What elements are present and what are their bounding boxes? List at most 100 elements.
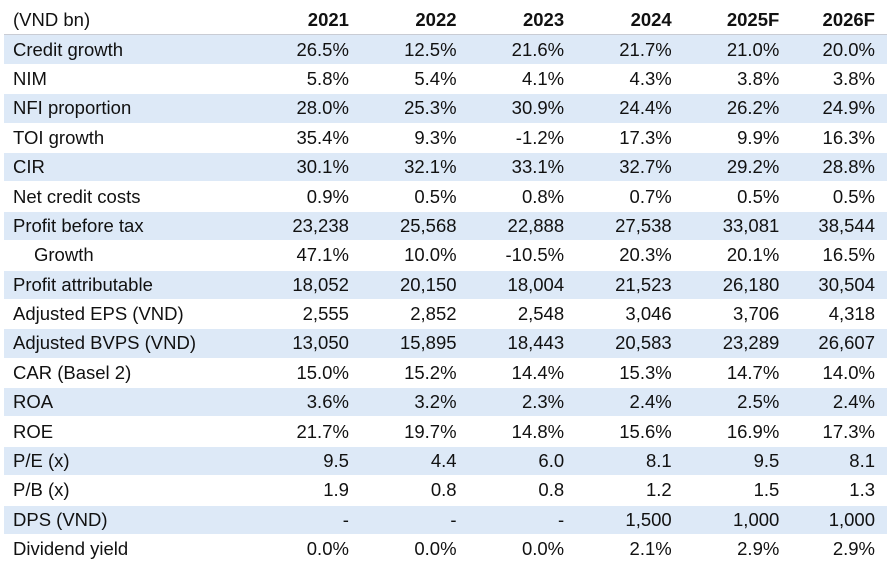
table-cell: 15.6% <box>564 416 672 447</box>
table-cell: 3,706 <box>671 299 780 330</box>
table-cell: 9.5 <box>241 446 349 477</box>
table-cell: 2,852 <box>348 299 457 330</box>
table-cell: 29.2% <box>671 152 780 183</box>
table-cell: 16.3% <box>779 123 887 153</box>
table-cell: 28.8% <box>779 152 887 183</box>
table-cell: 38,544 <box>779 211 887 242</box>
table-cell: 19.7% <box>348 416 457 447</box>
table-cell: 2.1% <box>564 534 672 564</box>
table-cell: 15.2% <box>348 358 457 389</box>
table-cell: 1,000 <box>671 505 780 536</box>
table-row: Dividend yield 0.0% 0.0% 0.0% 2.1% 2.9% 2.9% <box>4 534 887 564</box>
table-cell: 33,081 <box>671 211 780 242</box>
table-cell: 1.5 <box>671 475 780 506</box>
table-cell: 25,568 <box>348 211 457 242</box>
table-cell: 16.5% <box>779 240 887 271</box>
table-cell: 15.0% <box>241 358 349 389</box>
row-label: Dividend yield <box>4 534 242 564</box>
table-cell: 2,555 <box>241 299 349 330</box>
table-cell: 0.0% <box>348 534 457 564</box>
table-cell: 0.5% <box>671 181 780 212</box>
table-body: Credit growth 26.5% 12.5% 21.6% 21.7% 21.0% 20… <box>4 34 887 564</box>
table-cell: 20.3% <box>564 240 672 271</box>
table-cell: 15,895 <box>348 328 457 359</box>
table-cell: 2.9% <box>671 534 780 564</box>
row-label: DPS (VND) <box>4 505 242 536</box>
table-cell: 8.1 <box>779 446 887 477</box>
table-cell: 9.3% <box>348 123 457 153</box>
table-cell: 10.0% <box>348 240 457 271</box>
table-cell: 30.9% <box>456 93 565 124</box>
row-label: CIR <box>4 152 242 183</box>
row-label: P/B (x) <box>4 475 242 506</box>
table-cell: 25.3% <box>348 93 457 124</box>
table-cell: 21,523 <box>564 270 672 300</box>
year-header: 2026F <box>779 6 887 36</box>
year-header: 2022 <box>348 6 457 36</box>
row-label: Growth <box>4 240 242 271</box>
table-cell: 20,150 <box>348 270 457 300</box>
table-cell: 47.1% <box>241 240 349 271</box>
table-cell: 0.8 <box>456 475 565 506</box>
table-cell: 32.7% <box>564 152 672 183</box>
table-cell: 3.6% <box>241 387 349 418</box>
table-cell: 13,050 <box>241 328 349 359</box>
row-label: TOI growth <box>4 123 242 153</box>
table-cell: - <box>456 505 565 536</box>
table-cell: 26.5% <box>241 34 349 65</box>
table-cell: 27,538 <box>564 211 672 242</box>
table-cell: 3.8% <box>779 64 887 95</box>
table-cell: 4,318 <box>779 299 887 330</box>
table-cell: 30,504 <box>779 270 887 300</box>
table-cell: 1,500 <box>564 505 672 536</box>
table-cell: 15.3% <box>564 358 672 389</box>
header-row: (VND bn) 2021 2022 2023 2024 2025F 2026F <box>4 6 887 36</box>
table-cell: -10.5% <box>456 240 565 271</box>
table-cell: 35.4% <box>241 123 349 153</box>
year-header: 2024 <box>564 6 672 36</box>
table-cell: 18,004 <box>456 270 565 300</box>
table-cell: 16.9% <box>671 416 780 447</box>
table-cell: 14.0% <box>779 358 887 389</box>
table-cell: 26,607 <box>779 328 887 359</box>
row-label: Adjusted EPS (VND) <box>4 299 242 330</box>
table-cell: 14.7% <box>671 358 780 389</box>
table-cell: 2.3% <box>456 387 565 418</box>
table-row: Profit before tax 23,238 25,568 22,888 27,53… <box>4 211 887 242</box>
table-cell: 0.8% <box>456 181 565 212</box>
table-cell: 0.0% <box>241 534 349 564</box>
table-cell: 3.8% <box>671 64 780 95</box>
table-row: P/E (x) 9.5 4.4 6.0 8.1 9.5 8.1 <box>4 446 887 477</box>
table-cell: 28.0% <box>241 93 349 124</box>
table-cell: 14.8% <box>456 416 565 447</box>
table-cell: 20.0% <box>779 34 887 65</box>
table-cell: 23,289 <box>671 328 780 359</box>
table-cell: 8.1 <box>564 446 672 477</box>
table-row: Adjusted EPS (VND) 2,555 2,852 2,548 3,046 3,… <box>4 299 887 330</box>
row-label: Adjusted BVPS (VND) <box>4 328 242 359</box>
table-cell: 2.9% <box>779 534 887 564</box>
table-cell: 0.5% <box>348 181 457 212</box>
table-row: TOI growth 35.4% 9.3% -1.2% 17.3% 9.9% 16.3% <box>4 123 887 153</box>
year-header: 2025F <box>671 6 780 36</box>
table-cell: 4.1% <box>456 64 565 95</box>
table-cell: 18,052 <box>241 270 349 300</box>
table-row: ROE 21.7% 19.7% 14.8% 15.6% 16.9% 17.3% <box>4 416 887 447</box>
table-row: P/B (x) 1.9 0.8 0.8 1.2 1.5 1.3 <box>4 475 887 506</box>
table-cell: - <box>348 505 457 536</box>
table-cell: 9.9% <box>671 123 780 153</box>
table-cell: 1.3 <box>779 475 887 506</box>
table-cell: 5.8% <box>241 64 349 95</box>
row-label: ROE <box>4 416 242 447</box>
unit-label: (VND bn) <box>4 6 242 36</box>
table-cell: 0.5% <box>779 181 887 212</box>
table-cell: 0.0% <box>456 534 565 564</box>
table-cell: 9.5 <box>671 446 780 477</box>
row-label: ROA <box>4 387 242 418</box>
table-cell: 2.4% <box>564 387 672 418</box>
table-cell: 32.1% <box>348 152 457 183</box>
row-label: NIM <box>4 64 242 95</box>
table-cell: 4.3% <box>564 64 672 95</box>
table-row: Growth 47.1% 10.0% -10.5% 20.3% 20.1% 16.5% <box>4 240 887 271</box>
table-cell: 1.9 <box>241 475 349 506</box>
